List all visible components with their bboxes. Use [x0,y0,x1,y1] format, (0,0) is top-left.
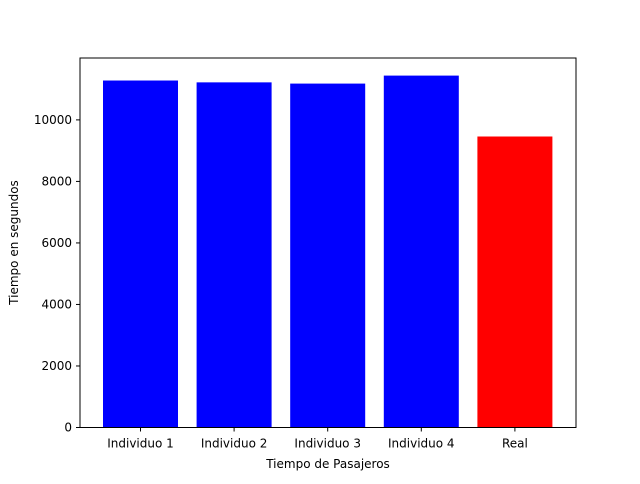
y-tick-label: 6000 [41,236,72,250]
x-tick-label: Real [502,437,528,451]
x-axis-label: Tiempo de Pasajeros [265,457,390,471]
bar-individuo-3 [290,83,366,428]
x-tick-label: Individuo 4 [388,437,455,451]
y-tick-label: 8000 [41,174,72,188]
plot-frame [79,57,577,428]
x-tick-label: Individuo 1 [107,437,174,451]
y-tick-label: 2000 [41,359,72,373]
x-tick-label: Individuo 2 [201,437,268,451]
y-axis-ticks: 0 2000 4000 6000 8000 10000 [34,113,80,435]
bar-real [477,136,553,428]
bar-individuo-1 [103,80,178,428]
y-axis-label: Tiempo en segundos [7,180,21,306]
y-tick-label: 4000 [41,297,72,311]
bars-group [103,75,553,428]
x-tick-label: Individuo 3 [294,437,361,451]
y-tick-label: 10000 [34,113,72,127]
y-tick-label: 0 [64,421,72,435]
bar-individuo-2 [196,82,272,428]
bar-individuo-4 [383,75,459,428]
x-axis-ticks: Individuo 1 Individuo 2 Individuo 3 Individ… [107,427,528,451]
